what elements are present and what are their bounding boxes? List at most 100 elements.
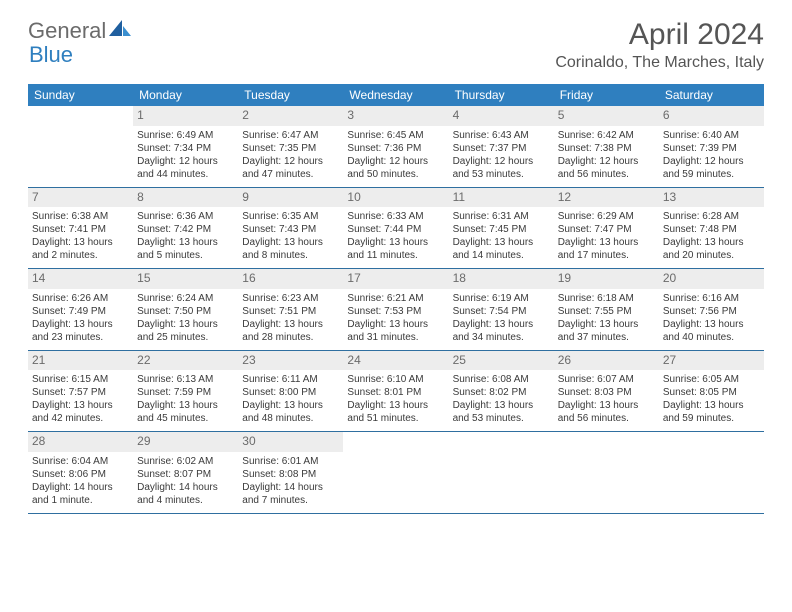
daylight-text: Daylight: 13 hours and 53 minutes. [453, 399, 550, 425]
logo-text-general: General [28, 18, 106, 44]
sunrise-text: Sunrise: 6:31 AM [453, 210, 550, 223]
sunset-text: Sunset: 7:47 PM [558, 223, 655, 236]
daylight-text: Daylight: 13 hours and 8 minutes. [242, 236, 339, 262]
sunset-text: Sunset: 8:02 PM [453, 386, 550, 399]
sunrise-text: Sunrise: 6:16 AM [663, 292, 760, 305]
day-number: 13 [659, 188, 764, 208]
day-number: 2 [238, 106, 343, 126]
day-number: 14 [28, 269, 133, 289]
sunrise-text: Sunrise: 6:47 AM [242, 129, 339, 142]
sunrise-text: Sunrise: 6:49 AM [137, 129, 234, 142]
sunset-text: Sunset: 7:34 PM [137, 142, 234, 155]
day-cell: 11Sunrise: 6:31 AMSunset: 7:45 PMDayligh… [449, 188, 554, 269]
week-row: 14Sunrise: 6:26 AMSunset: 7:49 PMDayligh… [28, 269, 764, 351]
daylight-text: Daylight: 12 hours and 44 minutes. [137, 155, 234, 181]
weekday-header: Thursday [449, 84, 554, 106]
daylight-text: Daylight: 12 hours and 59 minutes. [663, 155, 760, 181]
sunset-text: Sunset: 7:39 PM [663, 142, 760, 155]
sunset-text: Sunset: 7:42 PM [137, 223, 234, 236]
daylight-text: Daylight: 13 hours and 2 minutes. [32, 236, 129, 262]
sunrise-text: Sunrise: 6:10 AM [347, 373, 444, 386]
sunset-text: Sunset: 7:56 PM [663, 305, 760, 318]
sunrise-text: Sunrise: 6:19 AM [453, 292, 550, 305]
daylight-text: Daylight: 13 hours and 5 minutes. [137, 236, 234, 262]
sunrise-text: Sunrise: 6:38 AM [32, 210, 129, 223]
sunset-text: Sunset: 8:03 PM [558, 386, 655, 399]
sunset-text: Sunset: 7:50 PM [137, 305, 234, 318]
sunrise-text: Sunrise: 6:15 AM [32, 373, 129, 386]
sunset-text: Sunset: 7:35 PM [242, 142, 339, 155]
daylight-text: Daylight: 13 hours and 25 minutes. [137, 318, 234, 344]
sunset-text: Sunset: 7:43 PM [242, 223, 339, 236]
logo-sail-icon [109, 18, 131, 36]
sunset-text: Sunset: 7:38 PM [558, 142, 655, 155]
sunset-text: Sunset: 7:59 PM [137, 386, 234, 399]
day-cell: 10Sunrise: 6:33 AMSunset: 7:44 PMDayligh… [343, 188, 448, 269]
daylight-text: Daylight: 13 hours and 20 minutes. [663, 236, 760, 262]
day-cell: 9 Sunrise: 6:35 AMSunset: 7:43 PMDaylight… [238, 188, 343, 269]
header: General April 2024 Corinaldo, The Marche… [0, 0, 792, 78]
sunset-text: Sunset: 8:06 PM [32, 468, 129, 481]
day-number: 7 [28, 188, 133, 208]
day-number: 26 [554, 351, 659, 371]
day-number: 6 [659, 106, 764, 126]
day-cell: 27Sunrise: 6:05 AMSunset: 8:05 PMDayligh… [659, 351, 764, 432]
daylight-text: Daylight: 13 hours and 51 minutes. [347, 399, 444, 425]
sunset-text: Sunset: 7:55 PM [558, 305, 655, 318]
daylight-text: Daylight: 12 hours and 56 minutes. [558, 155, 655, 181]
sunset-text: Sunset: 8:05 PM [663, 386, 760, 399]
day-number: 9 [238, 188, 343, 208]
day-number: 25 [449, 351, 554, 371]
sunrise-text: Sunrise: 6:33 AM [347, 210, 444, 223]
daylight-text: Daylight: 13 hours and 56 minutes. [558, 399, 655, 425]
day-cell: 13Sunrise: 6:28 AMSunset: 7:48 PMDayligh… [659, 188, 764, 269]
sunset-text: Sunset: 7:54 PM [453, 305, 550, 318]
day-cell: 7 Sunrise: 6:38 AMSunset: 7:41 PMDaylight… [28, 188, 133, 269]
day-number: 4 [449, 106, 554, 126]
calendar: SundayMondayTuesdayWednesdayThursdayFrid… [28, 84, 764, 514]
day-cell: 16Sunrise: 6:23 AMSunset: 7:51 PMDayligh… [238, 269, 343, 350]
sunrise-text: Sunrise: 6:01 AM [242, 455, 339, 468]
day-number: 12 [554, 188, 659, 208]
day-number: 29 [133, 432, 238, 452]
day-number: 15 [133, 269, 238, 289]
daylight-text: Daylight: 13 hours and 23 minutes. [32, 318, 129, 344]
sunset-text: Sunset: 7:49 PM [32, 305, 129, 318]
day-cell: 22Sunrise: 6:13 AMSunset: 7:59 PMDayligh… [133, 351, 238, 432]
day-cell: 23Sunrise: 6:11 AMSunset: 8:00 PMDayligh… [238, 351, 343, 432]
day-number: 21 [28, 351, 133, 371]
sunset-text: Sunset: 8:00 PM [242, 386, 339, 399]
week-row: 1Sunrise: 6:49 AMSunset: 7:34 PMDaylight… [28, 106, 764, 188]
daylight-text: Daylight: 13 hours and 11 minutes. [347, 236, 444, 262]
sunset-text: Sunset: 8:07 PM [137, 468, 234, 481]
sunset-text: Sunset: 7:51 PM [242, 305, 339, 318]
day-number: 1 [133, 106, 238, 126]
day-number: 18 [449, 269, 554, 289]
day-cell: 14 Sunrise: 6:26 AMSunset: 7:49 PMDayligh… [28, 269, 133, 350]
sunrise-text: Sunrise: 6:29 AM [558, 210, 655, 223]
sunrise-text: Sunrise: 6:21 AM [347, 292, 444, 305]
day-number: 23 [238, 351, 343, 371]
daylight-text: Daylight: 12 hours and 53 minutes. [453, 155, 550, 181]
weekday-header: Friday [554, 84, 659, 106]
sunset-text: Sunset: 7:36 PM [347, 142, 444, 155]
day-cell: 25Sunrise: 6:08 AMSunset: 8:02 PMDayligh… [449, 351, 554, 432]
empty-cell [554, 432, 659, 513]
day-cell: 28Sunrise: 6:04 AMSunset: 8:06 PMDayligh… [28, 432, 133, 513]
sunrise-text: Sunrise: 6:35 AM [242, 210, 339, 223]
day-cell: 20Sunrise: 6:16 AMSunset: 7:56 PMDayligh… [659, 269, 764, 350]
day-number: 28 [28, 432, 133, 452]
day-number: 10 [343, 188, 448, 208]
sunrise-text: Sunrise: 6:26 AM [32, 292, 129, 305]
daylight-text: Daylight: 13 hours and 17 minutes. [558, 236, 655, 262]
daylight-text: Daylight: 13 hours and 34 minutes. [453, 318, 550, 344]
sunset-text: Sunset: 7:41 PM [32, 223, 129, 236]
weekday-header-row: SundayMondayTuesdayWednesdayThursdayFrid… [28, 84, 764, 106]
week-row: 21Sunrise: 6:15 AMSunset: 7:57 PMDayligh… [28, 351, 764, 433]
sunrise-text: Sunrise: 6:42 AM [558, 129, 655, 142]
day-number: 11 [449, 188, 554, 208]
day-cell: 1 Sunrise: 6:49 AMSunset: 7:34 PMDaylight… [133, 106, 238, 187]
day-cell: 21Sunrise: 6:15 AMSunset: 7:57 PMDayligh… [28, 351, 133, 432]
day-number: 22 [133, 351, 238, 371]
logo-text-blue: Blue [29, 42, 73, 67]
